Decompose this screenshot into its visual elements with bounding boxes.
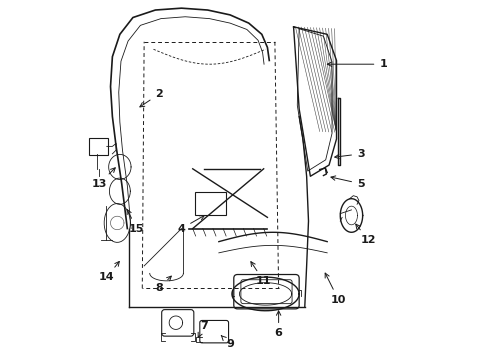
Text: 15: 15	[127, 210, 145, 234]
FancyBboxPatch shape	[200, 320, 228, 343]
Text: 9: 9	[221, 336, 234, 349]
Text: 10: 10	[325, 273, 346, 305]
Text: 14: 14	[99, 261, 119, 282]
FancyBboxPatch shape	[89, 138, 108, 155]
Text: 11: 11	[251, 262, 271, 286]
Text: 1: 1	[327, 59, 387, 69]
FancyBboxPatch shape	[195, 192, 226, 215]
Text: 3: 3	[335, 149, 365, 159]
Text: 2: 2	[140, 89, 163, 107]
Text: 5: 5	[331, 176, 365, 189]
Text: 7: 7	[198, 321, 208, 337]
FancyBboxPatch shape	[241, 280, 292, 303]
Text: 13: 13	[92, 168, 115, 189]
Text: 4: 4	[177, 216, 204, 234]
Text: 6: 6	[275, 311, 283, 338]
Text: 8: 8	[155, 276, 172, 293]
Text: 12: 12	[356, 224, 376, 245]
FancyBboxPatch shape	[162, 310, 194, 336]
FancyBboxPatch shape	[234, 275, 299, 309]
